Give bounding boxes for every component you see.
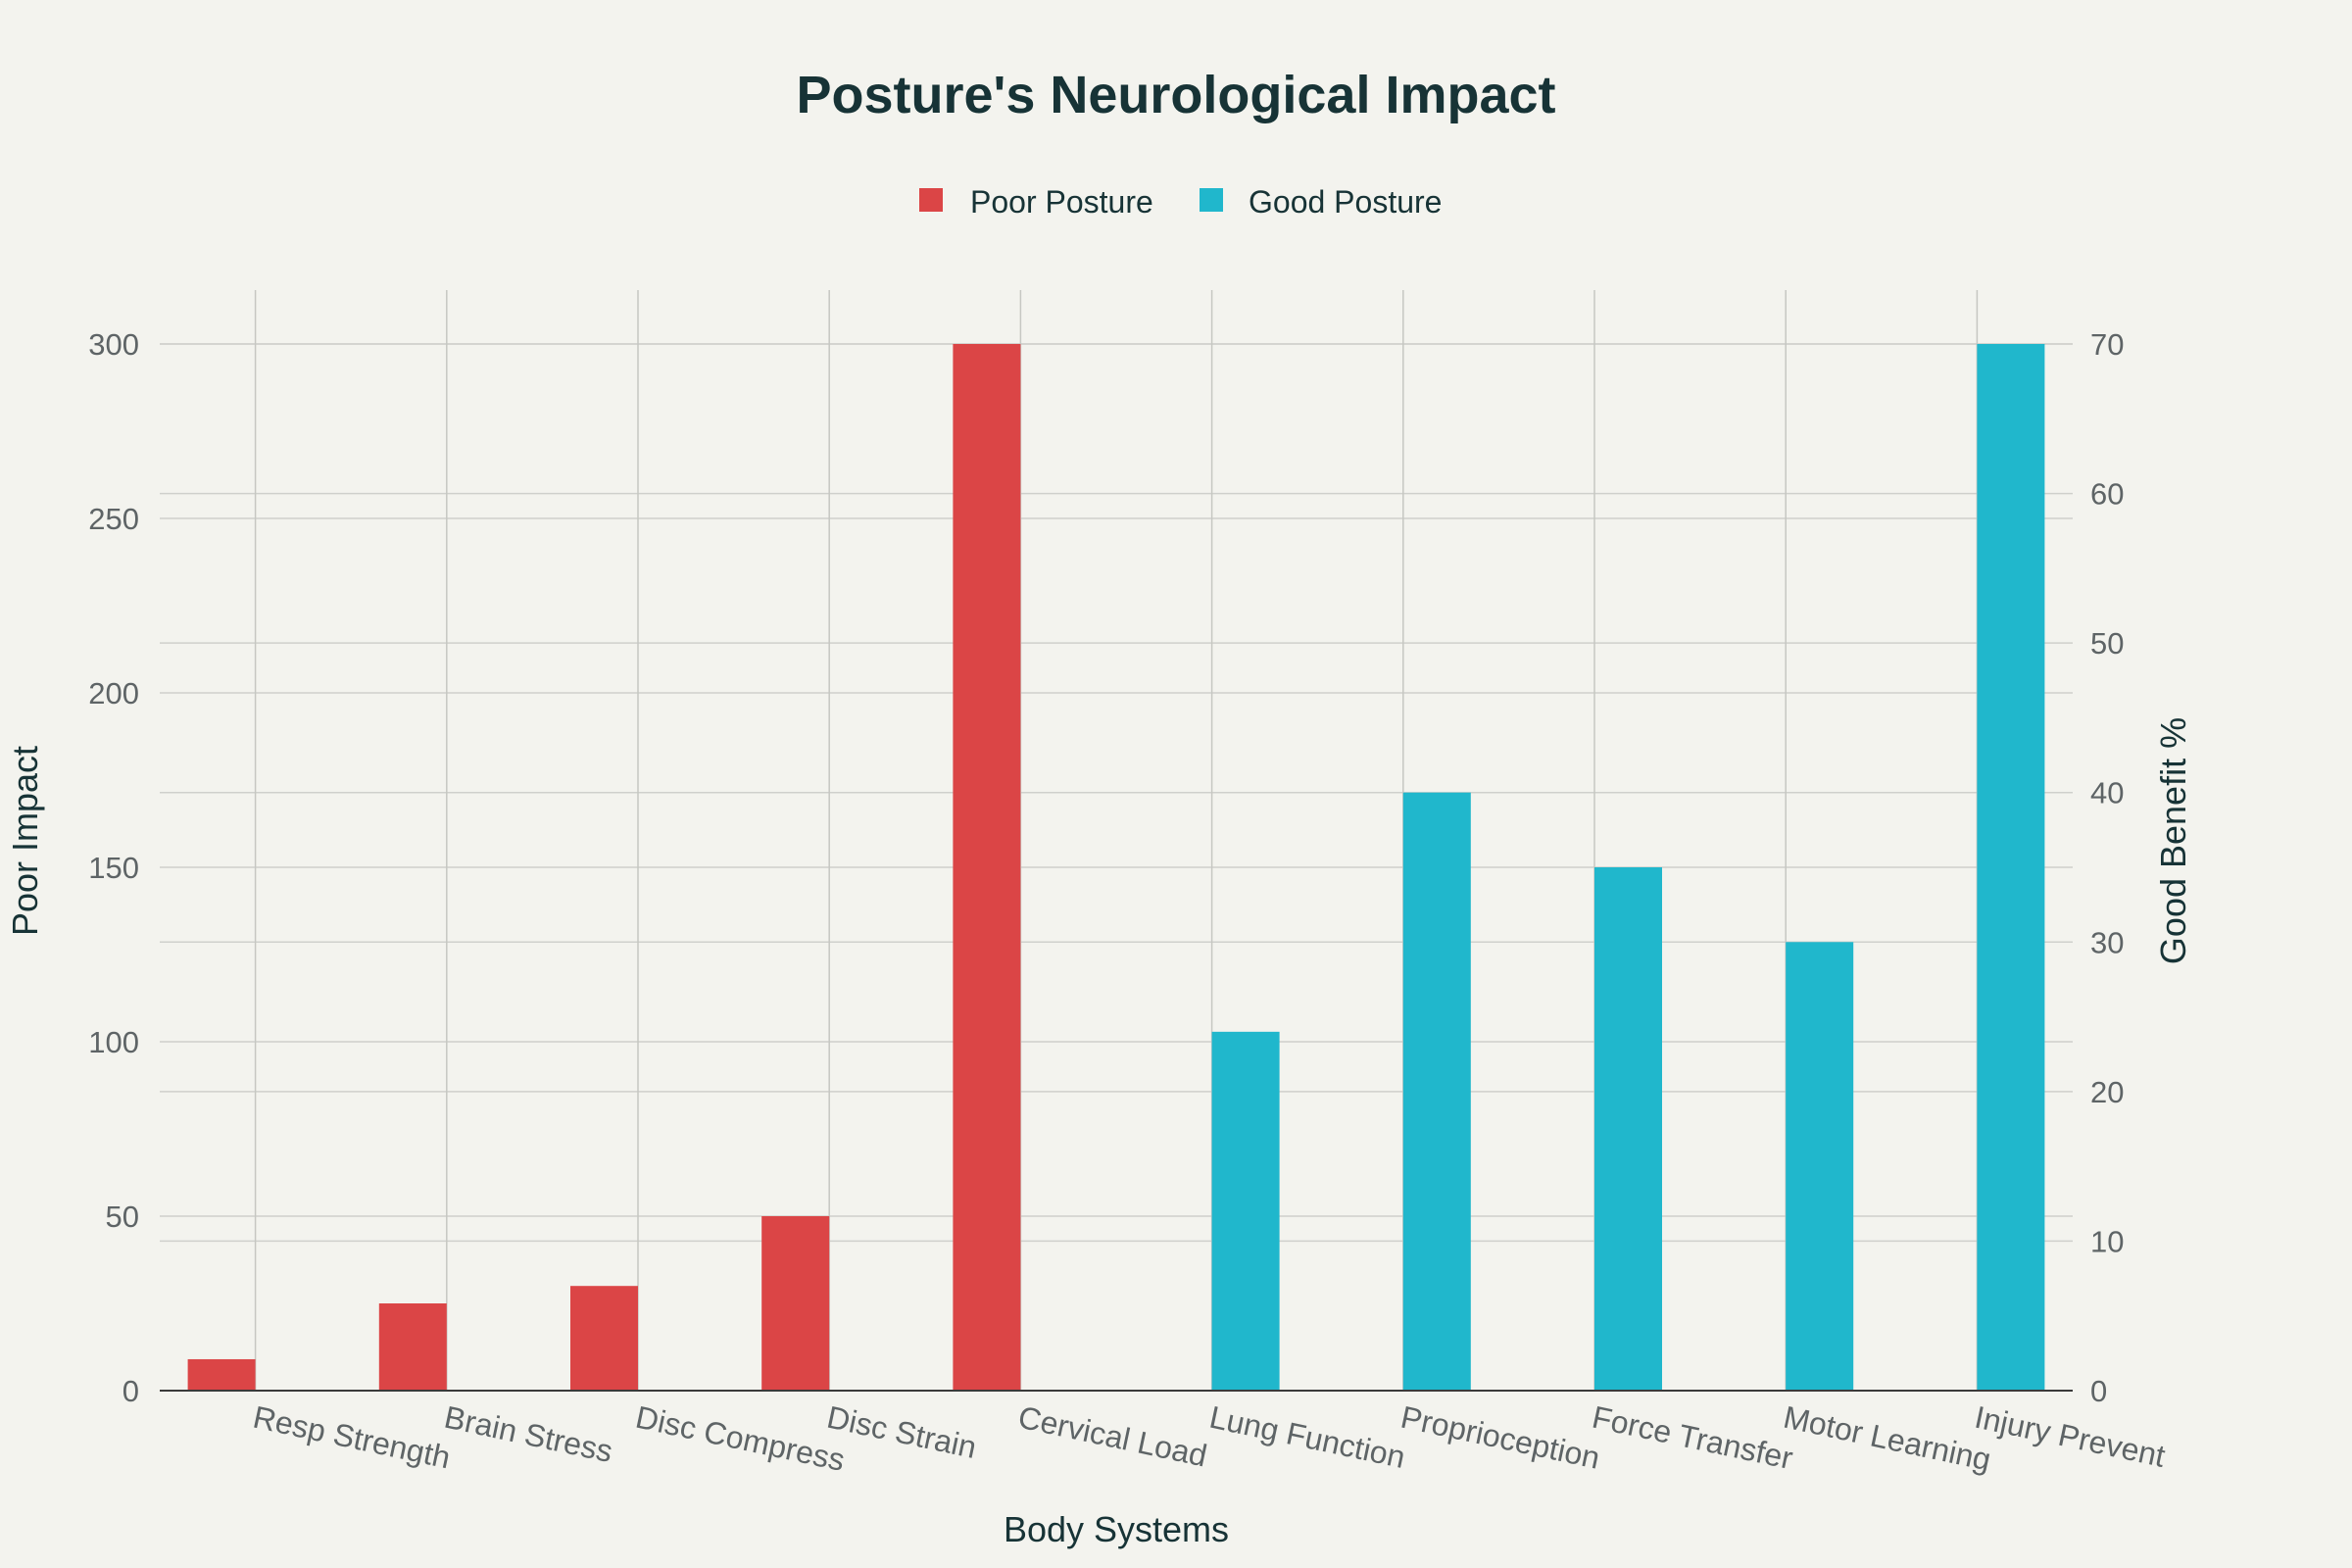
bars xyxy=(187,344,2045,1391)
x-tick-label: Brain Stress xyxy=(441,1399,615,1469)
y-right-tick-label: 10 xyxy=(2090,1224,2124,1258)
grid-left-axis xyxy=(160,343,2073,1217)
y-right-tick-label: 0 xyxy=(2090,1374,2107,1408)
y-left-tick-label: 50 xyxy=(106,1200,139,1234)
y-left-tick-label: 0 xyxy=(122,1374,139,1408)
x-axis-title: Body Systems xyxy=(1004,1509,1229,1549)
bar-poor-posture xyxy=(570,1286,638,1391)
bar-poor-posture xyxy=(953,344,1021,1391)
y-right-tick-label: 40 xyxy=(2090,776,2124,810)
legend-swatch-poor-posture xyxy=(919,188,943,212)
y-right-tick-label: 60 xyxy=(2090,477,2124,512)
chart-title: Posture's Neurological Impact xyxy=(796,66,1555,124)
x-tick-label: Cervical Load xyxy=(1015,1399,1210,1474)
y-left-tick-label: 200 xyxy=(88,676,139,710)
legend-label-good-posture: Good Posture xyxy=(1249,184,1442,220)
y-right-tick-label: 20 xyxy=(2090,1075,2124,1109)
y-axis-left-ticks: 0 50 100 150 200 250 300 xyxy=(88,327,139,1408)
bar-poor-posture xyxy=(187,1358,256,1391)
grid-vertical xyxy=(254,290,1979,1391)
x-tick-label: Force Transfer xyxy=(1590,1399,1796,1477)
y-right-tick-label: 70 xyxy=(2090,327,2124,362)
y-left-tick-label: 150 xyxy=(88,851,139,885)
bar-good-posture xyxy=(1211,1031,1280,1391)
legend-swatch-good-posture xyxy=(1200,188,1223,212)
bar-good-posture xyxy=(1977,344,2045,1391)
x-tick-label: Resp Strength xyxy=(250,1399,454,1476)
y-right-tick-label: 30 xyxy=(2090,925,2124,959)
y-left-tick-label: 300 xyxy=(88,327,139,362)
bar-poor-posture xyxy=(761,1216,830,1391)
y-right-tick-label: 50 xyxy=(2090,626,2124,661)
bar-good-posture xyxy=(1786,942,1854,1391)
y-left-tick-label: 100 xyxy=(88,1025,139,1059)
x-tick-label: Disc Strain xyxy=(824,1399,980,1465)
x-tick-label: Motor Learning xyxy=(1781,1399,1994,1478)
legend: Poor Posture Good Posture xyxy=(919,184,1442,220)
y-axis-right-title: Good Benefit % xyxy=(2153,717,2193,964)
bar-good-posture xyxy=(1402,792,1471,1391)
legend-label-poor-posture: Poor Posture xyxy=(970,184,1153,220)
y-axis-left-title: Poor Impact xyxy=(5,746,45,936)
bar-good-posture xyxy=(1594,867,1662,1391)
y-axis-right-ticks: 0 10 20 30 40 50 60 70 xyxy=(2090,327,2124,1408)
x-tick-label: Proprioception xyxy=(1397,1399,1602,1476)
y-left-tick-label: 250 xyxy=(88,502,139,536)
x-tick-label: Injury Prevent xyxy=(1972,1399,2169,1474)
bar-poor-posture xyxy=(378,1303,447,1391)
x-tick-label: Disc Compress xyxy=(633,1399,849,1478)
x-tick-label: Lung Function xyxy=(1206,1399,1408,1475)
